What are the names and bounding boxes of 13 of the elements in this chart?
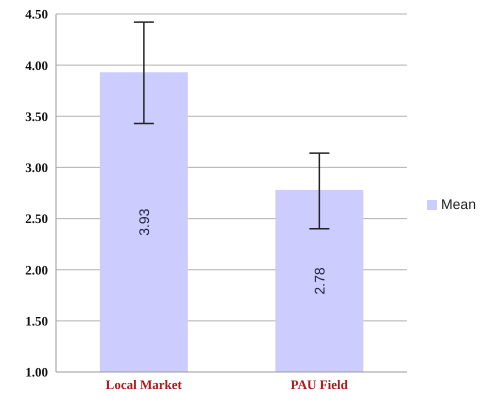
y-tick-label: 4.00 — [25, 58, 48, 73]
y-tick-label: 2.00 — [25, 262, 48, 278]
x-tick-label: Local Market — [106, 377, 182, 392]
legend-label: Mean — [440, 196, 476, 212]
y-tick-label: 1.50 — [25, 313, 48, 328]
data-label: 2.78 — [311, 267, 328, 295]
y-tick-label: 1.00 — [25, 364, 48, 380]
y-tick-label: 4.50 — [25, 6, 48, 22]
data-label: 3.93 — [136, 208, 152, 236]
y-tick-label: 3.50 — [25, 108, 48, 124]
y-tick-label: 3.00 — [25, 160, 48, 176]
x-tick-label: PAU Field — [290, 377, 349, 392]
y-tick-label: 2.50 — [25, 211, 48, 226]
